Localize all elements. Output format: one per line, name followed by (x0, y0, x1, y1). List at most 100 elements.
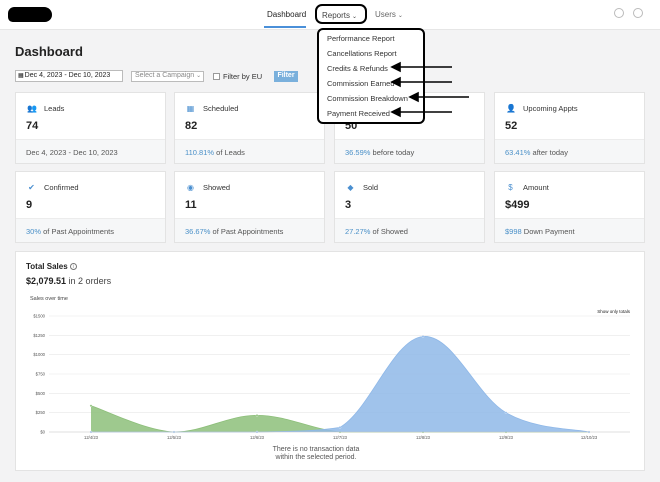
user-icon[interactable] (633, 8, 643, 18)
y-tick-label: $1000 (33, 352, 45, 357)
stat-card-showed: ◉ Showed 11 36.67% of Past Appointments (174, 171, 325, 243)
y-tick-label: $1500 (33, 314, 45, 319)
y-tick-label: $750 (36, 372, 46, 377)
menu-item-performance-report[interactable]: Performance Report (327, 34, 395, 43)
arrow-head-icon (390, 106, 401, 118)
x-tick-label: 12/5/23 (167, 435, 182, 440)
menu-item-commission-earned[interactable]: Commission Earned (327, 79, 395, 88)
nav-reports-label: Reports (322, 11, 351, 20)
data-point[interactable] (255, 414, 259, 417)
stat-card-footer-text: of Leads (214, 148, 245, 157)
stat-card-label: Amount (523, 183, 549, 192)
stat-card-upcoming-appts: 👤 Upcoming Appts 52 63.41% after today (494, 92, 645, 164)
menu-item-cancellations-report[interactable]: Cancellations Report (327, 49, 397, 58)
stat-card-footer: 63.41% after today (495, 139, 644, 163)
campaign-select-value: Select a Campaign (135, 72, 195, 79)
stat-card-percent: 27.27% (345, 227, 371, 236)
stat-card-leads: 👥 Leads 74 Dec 4, 2023 - Dec 10, 2023 (15, 92, 166, 164)
stat-card-footer-text: after today (530, 148, 568, 157)
data-point[interactable] (421, 335, 425, 338)
date-range-picker[interactable]: ▦Dec 4, 2023 - Dec 10, 2023 (15, 70, 123, 82)
filter-button[interactable]: Filter (274, 71, 298, 82)
campaign-select[interactable]: Select a Campaign ⌄ (131, 71, 204, 82)
series-area (91, 405, 589, 432)
filter-by-eu-checkbox[interactable] (213, 73, 220, 80)
stat-card-footer-text: of Past Appointments (210, 227, 284, 236)
date-range-value: Dec 4, 2023 - Dec 10, 2023 (24, 72, 111, 79)
no-data-line-2: within the selected period. (275, 454, 357, 461)
stat-card-value: 11 (185, 199, 197, 211)
filter-by-eu-label: Filter by EU (223, 72, 263, 81)
stat-card-footer: Dec 4, 2023 - Dec 10, 2023 (16, 139, 165, 163)
menu-item-credits-refunds[interactable]: Credits & Refunds (327, 64, 388, 73)
x-tick-label: 12/7/23 (333, 435, 348, 440)
total-sales-title-text: Total Sales (26, 262, 68, 271)
stat-card-footer-text: of Past Appointments (41, 227, 114, 236)
tag-icon: ◆ (347, 183, 354, 192)
company-logo[interactable] (8, 7, 52, 22)
arrow-head-icon (390, 76, 401, 88)
y-tick-label: $250 (36, 410, 46, 415)
y-tick-label: $1250 (33, 333, 45, 338)
stat-card-label: Upcoming Appts (523, 104, 578, 113)
show-only-totals-toggle[interactable]: Show only totals (597, 309, 630, 314)
x-tick-label: 12/6/23 (250, 435, 265, 440)
no-data-message: There is no transaction data within the s… (246, 446, 386, 462)
stat-card-footer: 30% of Past Appointments (16, 218, 165, 242)
total-sales-title: Total Sales i (26, 262, 77, 271)
stat-card-footer: 36.59% before today (335, 139, 484, 163)
stat-card-label: Showed (203, 183, 231, 192)
stat-card-confirmed: ✔ Confirmed 9 30% of Past Appointments (15, 171, 166, 243)
check-circle-icon: ✔ (28, 183, 35, 192)
nav-users[interactable]: Users ⌄ (375, 10, 403, 19)
active-tab-indicator (264, 26, 306, 28)
dollar-icon: $ (508, 183, 513, 192)
stat-card-label: Leads (44, 104, 65, 113)
user-plus-icon: 👤 (506, 104, 516, 113)
eye-icon: ◉ (187, 183, 194, 192)
arrow-head-icon (390, 61, 401, 73)
stat-card-percent: 110.81% (185, 148, 215, 157)
x-tick-label: 12/8/23 (416, 435, 431, 440)
sales-chart: $0 $250 $500 $750 $1000 $1250 $1500 12/4/23 12/5… (33, 314, 630, 440)
menu-item-commission-breakdown[interactable]: Commission Breakdown (327, 94, 408, 103)
gear-icon[interactable] (614, 8, 624, 18)
y-tick-label: $500 (36, 391, 46, 396)
stat-card-label: Scheduled (203, 104, 239, 113)
chevron-down-icon: ⌄ (397, 13, 403, 19)
stat-card-percent: 30% (26, 227, 42, 236)
menu-item-payment-received[interactable]: Payment Received (327, 109, 390, 118)
stat-card-footer-text: Down Payment (521, 227, 575, 236)
chart-subtitle: Sales over time (30, 296, 68, 302)
series-area (91, 336, 589, 432)
nav-users-label: Users (375, 10, 396, 19)
stat-card-footer: $998 Down Payment (495, 218, 644, 242)
info-icon[interactable]: i (69, 263, 77, 270)
calendar-icon: ▦ (186, 104, 195, 113)
data-point[interactable] (89, 404, 93, 407)
calendar-icon: ▦ (18, 73, 24, 79)
users-icon: 👥 (27, 104, 37, 113)
stat-card-label: Sold (363, 183, 379, 192)
stat-card-value: 52 (505, 120, 518, 132)
no-data-line-1: There is no transaction data (272, 446, 360, 453)
nav-dashboard[interactable]: Dashboard (267, 10, 307, 19)
nav-reports[interactable]: Reports ⌄ (315, 4, 367, 24)
stat-card-footer-text: Dec 4, 2023 - Dec 10, 2023 (26, 148, 118, 157)
stat-card-footer-text: of Showed (370, 227, 408, 236)
stat-card-percent: 36.59% (345, 148, 371, 157)
chevron-down-icon: ⌄ (352, 14, 358, 20)
stat-card-value: 82 (185, 120, 198, 132)
stat-card-value: 9 (26, 199, 33, 211)
stat-card-percent: $998 (505, 227, 522, 236)
stat-card-footer: 36.67% of Past Appointments (175, 218, 324, 242)
stat-card-footer: 27.27% of Showed (335, 218, 484, 242)
data-point[interactable] (504, 411, 508, 414)
total-sales-summary: $2,079.51 in 2 orders (26, 276, 111, 286)
y-tick-label: $0 (40, 430, 45, 435)
data-point[interactable] (338, 426, 342, 429)
stat-card-value: $499 (505, 199, 530, 211)
stat-card-percent: 63.41% (505, 148, 531, 157)
x-tick-label: 12/9/23 (499, 435, 514, 440)
